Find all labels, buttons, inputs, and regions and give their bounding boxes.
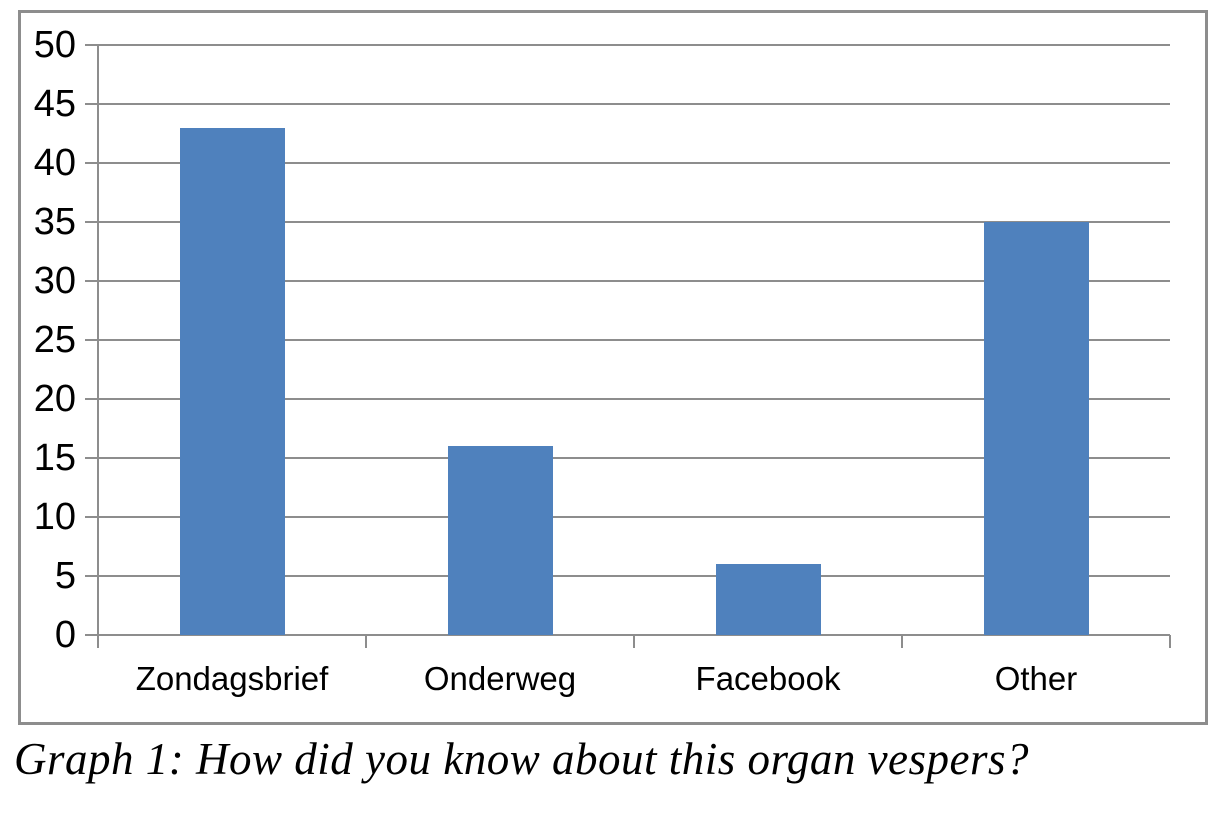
bar-chart-frame — [18, 10, 1208, 725]
chart-caption: Graph 1: How did you know about this org… — [14, 734, 1030, 784]
